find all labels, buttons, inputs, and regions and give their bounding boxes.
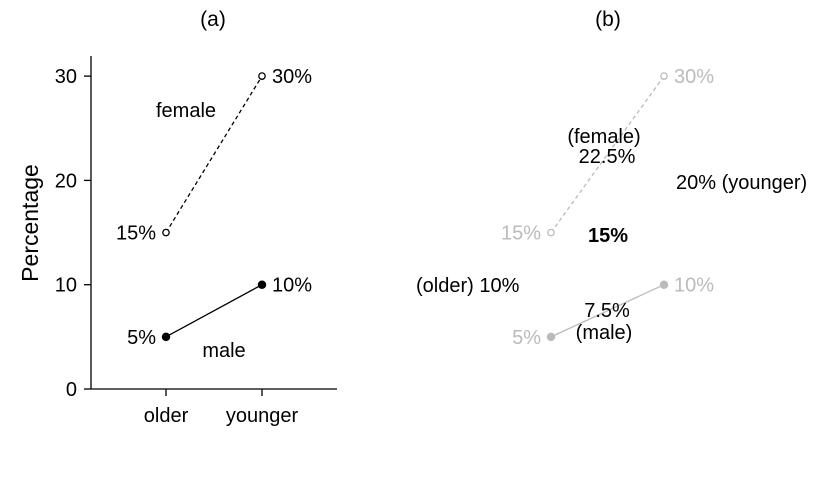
y-tick-label: 10 xyxy=(55,275,77,297)
b-lower-point xyxy=(659,280,669,289)
panel-b-title: (b) xyxy=(595,8,621,31)
b-lower-point xyxy=(546,332,556,342)
b-upper-point xyxy=(660,72,668,80)
panel-a-series: 15% 30% 5% 10% xyxy=(116,66,312,349)
annotation-female-mean: 22.5% xyxy=(579,146,636,168)
y-tick-label: 20 xyxy=(55,170,77,192)
panel-b-series: 15% 30% 5% 10% xyxy=(501,66,714,349)
b-upper-data-label: 30% xyxy=(674,66,714,88)
b-lower-line xyxy=(550,284,665,338)
female-data-label: 15% xyxy=(116,223,156,245)
annotation-younger-mean: 20% (younger) xyxy=(676,172,807,194)
y-ticks: 0 10 20 30 xyxy=(55,66,91,401)
series-label-male: male xyxy=(202,340,245,362)
b-upper-point xyxy=(547,228,555,237)
series-label-female: female xyxy=(156,100,216,122)
male-line xyxy=(165,284,263,338)
x-tick-label: younger xyxy=(226,405,299,427)
y-tick-label: 30 xyxy=(55,66,77,88)
x-ticks: older younger xyxy=(144,389,299,427)
b-lower-data-label: 5% xyxy=(512,327,541,349)
y-axis-label: Percentage xyxy=(17,164,43,282)
panel-a-title: (a) xyxy=(200,8,226,31)
male-data-label: 5% xyxy=(127,327,156,349)
male-point xyxy=(257,280,267,289)
male-point xyxy=(161,332,171,342)
b-lower-data-label: 10% xyxy=(674,275,714,297)
panel-b: (b) 15% 30% 5% 10% (female) 22.5% 20% (youn… xyxy=(416,8,807,349)
male-data-label: 10% xyxy=(272,275,312,297)
panel-a: (a) Percentage 0 10 20 30 older younger 15% 3… xyxy=(17,8,337,427)
annotation-male-label: (male) xyxy=(576,322,633,344)
y-tick-label: 0 xyxy=(66,379,77,401)
annotation-male-mean: 7.5% xyxy=(584,300,630,322)
annotation-overall-mean: 15% xyxy=(588,225,628,247)
female-point xyxy=(162,228,170,237)
annotation-female-label: (female) xyxy=(567,126,640,148)
annotation-older-mean: (older) 10% xyxy=(416,275,520,297)
b-upper-data-label: 15% xyxy=(501,223,541,245)
female-data-label: 30% xyxy=(272,66,312,88)
x-tick-label: older xyxy=(144,405,189,427)
female-line xyxy=(165,75,263,233)
female-point xyxy=(258,72,266,80)
